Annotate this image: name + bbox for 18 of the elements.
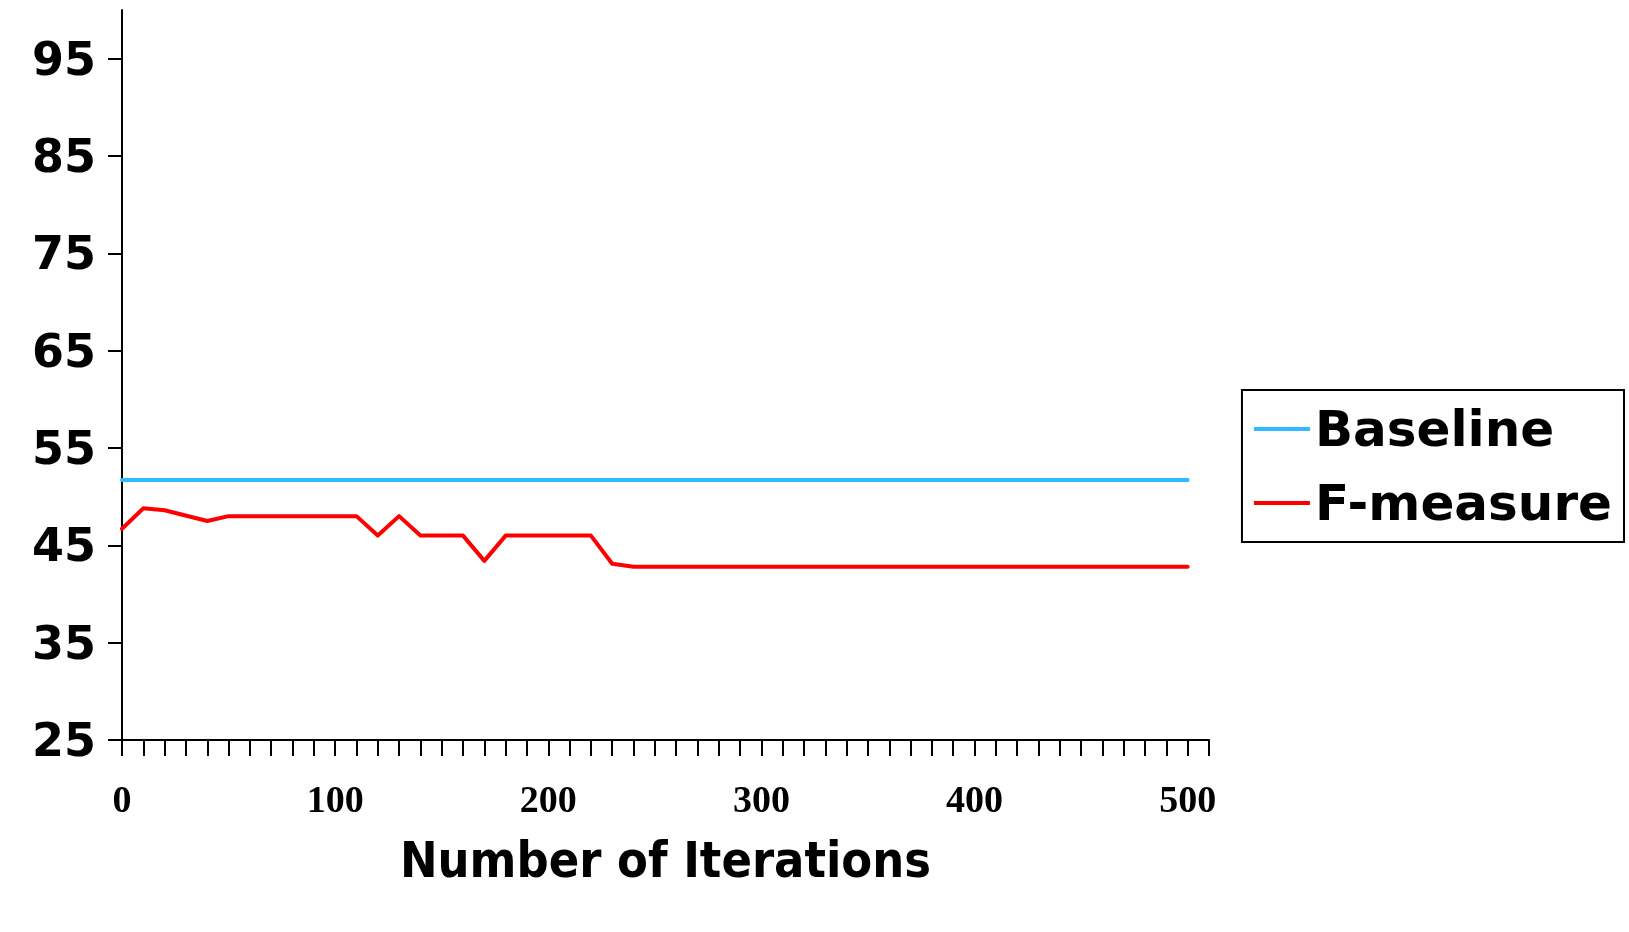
y-tick-label: 25	[31, 713, 96, 767]
y-tick-label: 35	[31, 615, 96, 670]
y-tick-label: 65	[31, 323, 96, 378]
legend-label: F-measure	[1314, 474, 1612, 532]
legend-label: Baseline	[1314, 400, 1555, 458]
x-tick-label: 400	[946, 778, 1004, 820]
y-tick-label: 75	[31, 226, 96, 281]
x-axis-title: Number of Iterations	[399, 831, 932, 889]
x-tick-label: 300	[732, 778, 790, 820]
line-series	[120, 506, 1190, 569]
x-tick-label: 500	[1159, 778, 1217, 820]
x-tick-label: 100	[306, 778, 364, 820]
y-tick-label: 85	[31, 129, 96, 183]
y-tick-label: 45	[31, 518, 96, 573]
x-tick-label: 200	[519, 778, 577, 820]
x-tick-label: 0	[112, 778, 132, 820]
y-tick-label: 55	[31, 421, 96, 475]
y-tick-label: 95	[31, 31, 96, 86]
